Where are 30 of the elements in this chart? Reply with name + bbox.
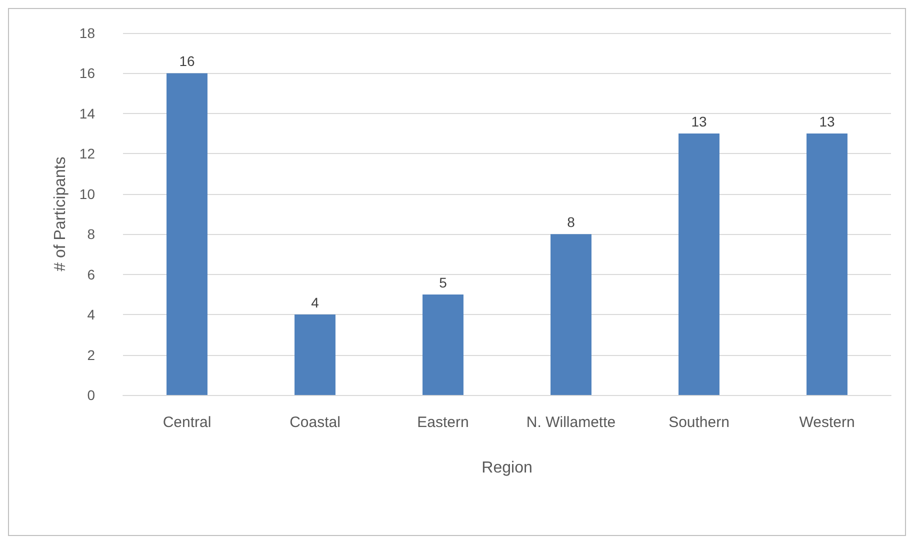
data-label: 13 <box>691 114 707 130</box>
bar <box>422 294 464 395</box>
bar <box>806 134 848 395</box>
y-tick-label: 6 <box>87 266 96 282</box>
y-tick-label: 18 <box>79 25 96 41</box>
data-label: 5 <box>439 274 448 290</box>
y-tick-label: 16 <box>79 65 96 82</box>
y-tick-label: 0 <box>87 387 96 403</box>
x-tick-label: Southern <box>668 414 730 431</box>
y-tick-label: 2 <box>87 346 96 363</box>
x-tick-label: Western <box>799 414 855 431</box>
bar <box>166 73 208 395</box>
x-axis-title: Region <box>482 460 532 476</box>
x-tick-label: Central <box>162 414 212 431</box>
y-axis-title: # of Participants <box>52 156 70 272</box>
y-tick-label: 12 <box>79 146 96 162</box>
bar <box>550 234 592 395</box>
x-tick-label: Eastern <box>417 414 469 431</box>
bar <box>678 134 720 395</box>
y-tick-label: 10 <box>79 186 96 202</box>
data-label: 4 <box>311 294 320 311</box>
data-label: 16 <box>179 53 195 70</box>
y-tick-label: 14 <box>79 105 96 122</box>
y-tick-label: 4 <box>87 306 96 323</box>
y-tick-label: 8 <box>87 226 96 242</box>
x-tick-label: N. Willamette <box>526 414 616 431</box>
x-tick-label: Coastal <box>290 414 340 431</box>
data-label: 13 <box>819 114 835 130</box>
data-label: 8 <box>567 214 576 230</box>
bar <box>294 314 336 395</box>
